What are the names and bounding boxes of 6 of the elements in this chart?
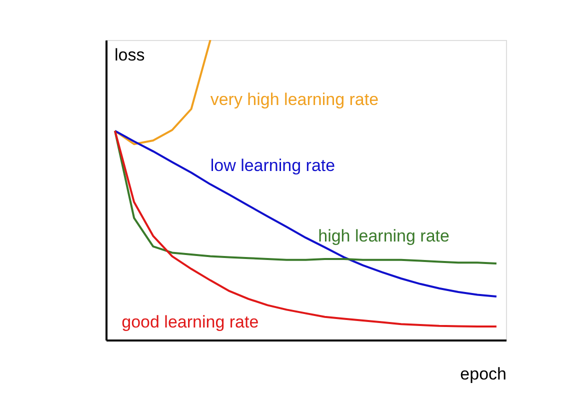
x-axis-title: epoch xyxy=(460,364,506,384)
series-label: high learning rate xyxy=(318,226,450,246)
series-label: very high learning rate xyxy=(210,90,379,109)
y-axis-title: loss xyxy=(114,46,145,64)
series-label: low learning rate xyxy=(210,156,336,175)
series-label: good learning rate xyxy=(122,312,259,332)
